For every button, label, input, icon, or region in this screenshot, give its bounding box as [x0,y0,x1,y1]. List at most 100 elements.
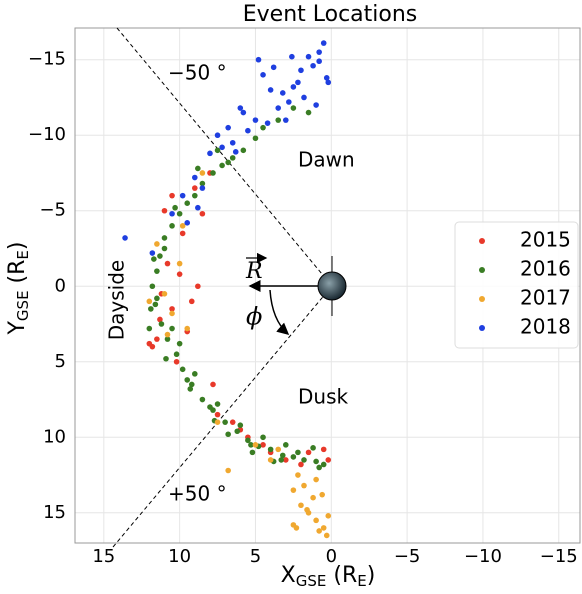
data-point [173,351,180,358]
data-point [320,40,327,46]
data-point [210,170,216,176]
data-point [270,64,277,71]
data-point [146,340,153,347]
data-point [286,99,292,105]
legend-label: 2016 [520,257,571,281]
y-tick-label: −5 [39,200,66,221]
data-point [152,301,159,308]
data-point [149,250,156,256]
x-axis-label: XGSE (RE) [281,563,376,590]
data-point [154,268,160,274]
annotation: ϕ [246,303,262,331]
data-point [313,476,319,483]
data-point [252,117,259,123]
data-point [295,79,301,86]
data-point [157,316,163,323]
data-point [301,482,307,489]
data-point [282,442,289,448]
data-point [267,446,274,453]
legend-label: 2015 [520,228,571,252]
data-point [316,528,322,534]
data-point [323,532,330,539]
x-tick-label: −15 [540,546,578,567]
annotation: R [245,259,263,284]
data-point [225,124,231,131]
data-point [188,298,195,305]
data-point [325,513,332,519]
data-point [293,525,300,531]
data-point [260,72,266,78]
legend-marker [479,238,485,244]
data-point [184,377,191,383]
data-point [229,155,236,161]
legend-label: 2017 [520,286,571,310]
data-point [122,235,128,241]
x-tick-label: −10 [464,546,502,567]
data-point [232,149,239,155]
x-tick-label: −5 [394,546,421,567]
data-point [214,411,221,418]
data-point [192,192,198,199]
annotation: Dawn [298,148,355,172]
data-point [219,162,225,169]
data-point [176,340,183,347]
data-point [255,56,262,63]
data-point [214,401,221,407]
data-point [164,336,171,342]
legend-marker [479,267,485,273]
data-point [219,144,225,151]
data-point [240,109,247,116]
data-point [222,419,228,425]
data-point [290,454,297,460]
data-point [225,159,231,166]
data-point [305,53,312,60]
data-point [199,210,206,217]
data-point [161,291,168,297]
data-point [210,381,216,388]
data-point [169,210,175,217]
data-point [320,525,327,531]
dusk-boundary [112,285,333,548]
annotation: Dusk [298,385,348,409]
data-point [267,457,274,463]
annotation: Dayside [105,260,129,340]
data-point [151,256,157,262]
data-point [278,457,285,463]
data-point [310,445,316,451]
data-point [260,442,266,448]
data-point [161,235,168,241]
data-point [310,62,316,69]
data-point [319,491,325,498]
plot-frame [74,27,581,544]
data-point [289,53,295,60]
y-tick-label: 0 [55,275,66,296]
y-tick-label: 10 [43,426,66,447]
x-tick-label: 15 [92,546,115,567]
x-tick-label: 0 [326,546,337,567]
earth [317,271,347,301]
data-point [164,260,171,267]
data-point [169,306,175,312]
data-point [214,419,221,425]
data-point [264,120,271,126]
phi-arc [269,289,290,335]
data-point [275,105,282,111]
data-point [146,298,153,305]
data-point [313,102,319,108]
data-point [290,105,297,111]
data-point [184,200,191,206]
data-point [179,192,186,199]
data-point [184,325,191,332]
data-point [199,185,206,191]
data-point [298,67,304,74]
data-point [195,204,201,211]
data-point [316,49,322,55]
data-point [252,442,259,448]
data-point [305,109,312,116]
data-point [148,306,154,312]
data-point [260,124,266,131]
data-point [192,174,198,181]
data-point [237,422,244,428]
data-point [179,223,186,229]
